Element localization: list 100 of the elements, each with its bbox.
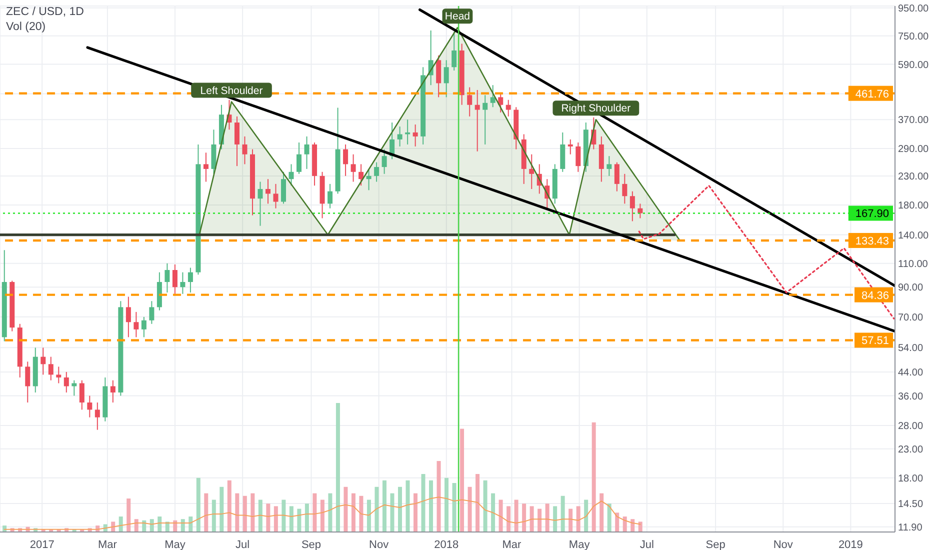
bar xyxy=(158,516,162,532)
bar xyxy=(553,506,558,532)
y-tick-label: 290.00 xyxy=(898,144,930,156)
bar xyxy=(414,493,418,532)
candlestick xyxy=(452,31,457,71)
bar xyxy=(320,500,324,532)
candlestick xyxy=(506,99,511,117)
x-tick-label: 2017 xyxy=(30,538,54,550)
candlestick xyxy=(172,264,178,294)
ref-line-label: 84.36 xyxy=(861,290,889,302)
candlestick xyxy=(444,60,449,98)
candlestick xyxy=(149,300,154,324)
candlestick xyxy=(374,162,380,182)
bar xyxy=(421,474,426,532)
candlestick xyxy=(64,371,69,393)
bar xyxy=(212,500,216,532)
y-tick-label: 950.00 xyxy=(898,3,930,14)
bar xyxy=(600,493,604,532)
bar xyxy=(452,482,456,532)
bar xyxy=(242,496,247,532)
candlestick xyxy=(258,181,263,226)
line-series xyxy=(638,184,895,320)
candlestick xyxy=(281,171,286,204)
y-tick-label: 230.00 xyxy=(898,171,930,182)
bar xyxy=(607,504,612,532)
candlestick xyxy=(87,395,92,418)
bar xyxy=(568,508,573,532)
candlestick xyxy=(304,136,310,170)
y-tick-label: 590.00 xyxy=(898,60,930,71)
bar xyxy=(530,506,534,532)
x-tick-label: Jul xyxy=(236,538,250,550)
ref-line-label: 461.76 xyxy=(855,88,889,100)
y-tick-label: 110.00 xyxy=(898,258,928,270)
bar xyxy=(304,504,309,532)
bar xyxy=(476,474,480,532)
candlestick xyxy=(328,183,333,209)
bar xyxy=(592,422,596,532)
candlestick xyxy=(343,144,348,176)
candlestick xyxy=(606,156,612,176)
candlestick xyxy=(576,142,581,172)
bar xyxy=(204,493,208,532)
candlestick xyxy=(498,92,504,113)
candlestick xyxy=(412,124,418,147)
candlestick xyxy=(110,380,116,403)
bar xyxy=(227,480,232,532)
bar xyxy=(382,480,386,532)
bar xyxy=(235,493,240,532)
y-tick-label: 14.50 xyxy=(898,499,924,510)
bar xyxy=(258,500,262,532)
bar xyxy=(615,512,620,532)
x-tick-label: May xyxy=(568,538,590,550)
bar xyxy=(220,486,224,532)
candlestick xyxy=(273,183,278,209)
candlestick xyxy=(529,154,534,190)
x-tick-label: 2019 xyxy=(838,538,863,550)
bar xyxy=(126,498,131,532)
x-tick-label: Sep xyxy=(706,538,726,550)
bar xyxy=(344,486,348,532)
candlestick xyxy=(56,366,62,384)
candlestick xyxy=(358,164,364,186)
annotation: Right Shoulder xyxy=(561,102,632,115)
candlestick xyxy=(614,162,620,192)
bar xyxy=(250,493,255,532)
candlestick xyxy=(350,154,356,182)
y-tick-label: 44.00 xyxy=(898,367,924,378)
bar xyxy=(506,506,511,532)
y-tick-label: 370.00 xyxy=(898,115,930,126)
chart-title: ZEC / USD, 1D xyxy=(6,6,84,18)
candlestick xyxy=(622,173,628,204)
y-tick-label: 28.00 xyxy=(898,421,924,432)
candlestick xyxy=(126,296,131,338)
bar xyxy=(266,504,270,532)
bar xyxy=(460,428,464,532)
bar xyxy=(406,480,410,532)
candlestick xyxy=(180,272,186,294)
candlestick xyxy=(397,126,402,147)
x-tick-label: May xyxy=(164,538,186,550)
bar xyxy=(336,403,340,532)
candlestick xyxy=(266,178,270,204)
candlestick xyxy=(467,86,472,117)
x-tick-label: Nov xyxy=(773,538,794,550)
candlestick xyxy=(40,347,46,376)
candlestick xyxy=(203,152,208,182)
y-tick-label: 180.00 xyxy=(898,200,930,212)
bar xyxy=(289,506,294,532)
candlestick xyxy=(164,262,170,294)
candlestick xyxy=(568,138,573,155)
x-tick-label: Sep xyxy=(301,538,322,550)
ref-line-label: 133.43 xyxy=(855,235,889,248)
bar xyxy=(429,480,434,532)
candlestick xyxy=(134,311,139,338)
y-tick-label: 140.00 xyxy=(898,230,930,242)
x-tick-label: Mar xyxy=(98,538,118,550)
candlestick xyxy=(482,94,488,145)
bar xyxy=(398,486,402,532)
candlestick xyxy=(630,190,635,222)
candlestick xyxy=(94,402,100,430)
annotation: Left Shoulder xyxy=(200,84,264,97)
bar xyxy=(282,500,286,532)
bar xyxy=(622,516,627,532)
